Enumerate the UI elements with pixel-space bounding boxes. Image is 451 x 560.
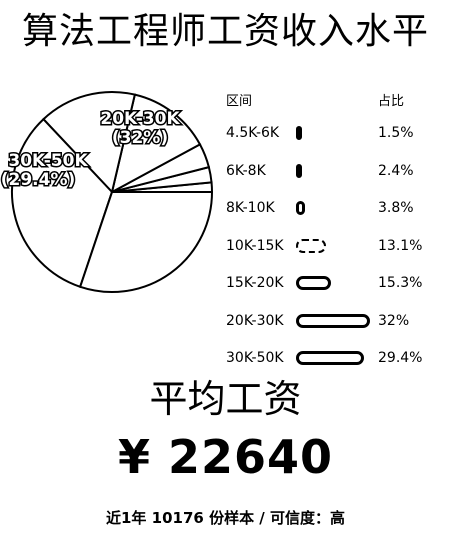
range-label: 6K-8K (226, 162, 266, 179)
pct-label: 32% (378, 312, 410, 329)
pct-label: 3.8% (378, 200, 414, 216)
average-salary-value: ¥ 22640 (117, 430, 334, 484)
table-row: 6K-8K 2.4% (0, 163, 451, 195)
pie-label-20k-30k: 20K-30K (100, 109, 180, 129)
pct-label: 1.5% (378, 125, 414, 141)
pie-label-pct-30k-50k: (29.4%) (1, 170, 76, 190)
pct-label: 2.4% (378, 162, 414, 179)
range-label: 10K-15K (226, 237, 284, 254)
table-row: 20K-30K 32% (0, 313, 451, 345)
sample-footer: 近1年 10176 份样本 / 可信度：高 (106, 509, 345, 527)
table-row: 15K-20K 15.3% (0, 275, 451, 307)
pie-label-pct-20k-30k: (32%) (112, 128, 168, 148)
page-title: 算法工程师工资收入水平 (21, 11, 429, 52)
pie-slice-10k-15k (110, 93, 202, 194)
pie-slice-20k-30k (11, 117, 114, 289)
range-label: 30K-50K (226, 350, 284, 366)
table-header-range: 区间 (226, 94, 253, 109)
pie-label-30k-50k: 30K-50K (8, 151, 88, 171)
bar-6k-8k (296, 163, 302, 178)
average-salary-label: 平均工资 (149, 377, 302, 421)
pct-label: 29.4% (378, 350, 423, 366)
table-row: 4.5K-6K 1.5% (0, 125, 451, 157)
salary-pie-chart: 20K-30K(32%) 30K-50K(29.4%) (0, 91, 214, 293)
table-row: 10K-15K 13.1% (0, 238, 451, 270)
pie-slice-15k-20k (42, 91, 137, 195)
pie-slice-30k-50k (78, 191, 214, 293)
pct-label: 13.1% (378, 237, 423, 254)
bar-4-5k-6k (296, 126, 302, 140)
bar-30k-50k (296, 351, 364, 365)
bar-15k-20k (296, 276, 332, 290)
range-label: 8K-10K (226, 200, 275, 216)
pct-label: 15.3% (378, 275, 423, 291)
table-row: 8K-10K 3.8% (0, 200, 451, 232)
bar-8k-10k (296, 201, 305, 215)
bar-10k-15k (296, 238, 327, 253)
range-label: 20K-30K (226, 312, 284, 329)
range-label: 4.5K-6K (226, 125, 280, 141)
range-label: 15K-20K (226, 275, 284, 291)
bar-20k-30k (296, 313, 370, 328)
table-header-pct: 占比 (378, 94, 405, 109)
table-row: 30K-50K 29.4% (0, 350, 451, 382)
